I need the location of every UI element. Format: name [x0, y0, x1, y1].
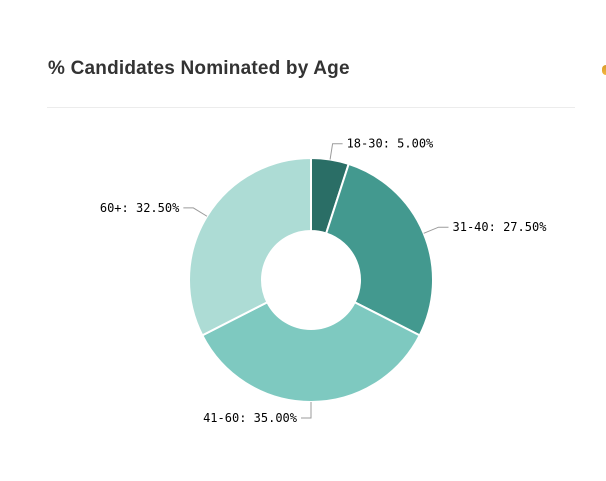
title-divider	[47, 107, 575, 108]
clipped-edge-widget[interactable]	[602, 65, 606, 75]
slice-label: 60+: 32.50%	[100, 201, 180, 215]
label-leader-line	[423, 226, 449, 234]
label-leader-line	[329, 143, 343, 160]
pie-slice-60+[interactable]	[188, 157, 312, 337]
slice-label: 41-60: 35.00%	[203, 411, 298, 425]
label-leader-line	[301, 402, 312, 419]
chart-title: % Candidates Nominated by Age	[48, 58, 350, 79]
label-leader-line	[183, 207, 208, 217]
pie-slice-31-40[interactable]	[325, 162, 434, 337]
slice-label: 18-30: 5.00%	[347, 137, 434, 151]
pie-slice-41-60[interactable]	[201, 301, 421, 403]
slice-label: 31-40: 27.50%	[453, 220, 548, 234]
